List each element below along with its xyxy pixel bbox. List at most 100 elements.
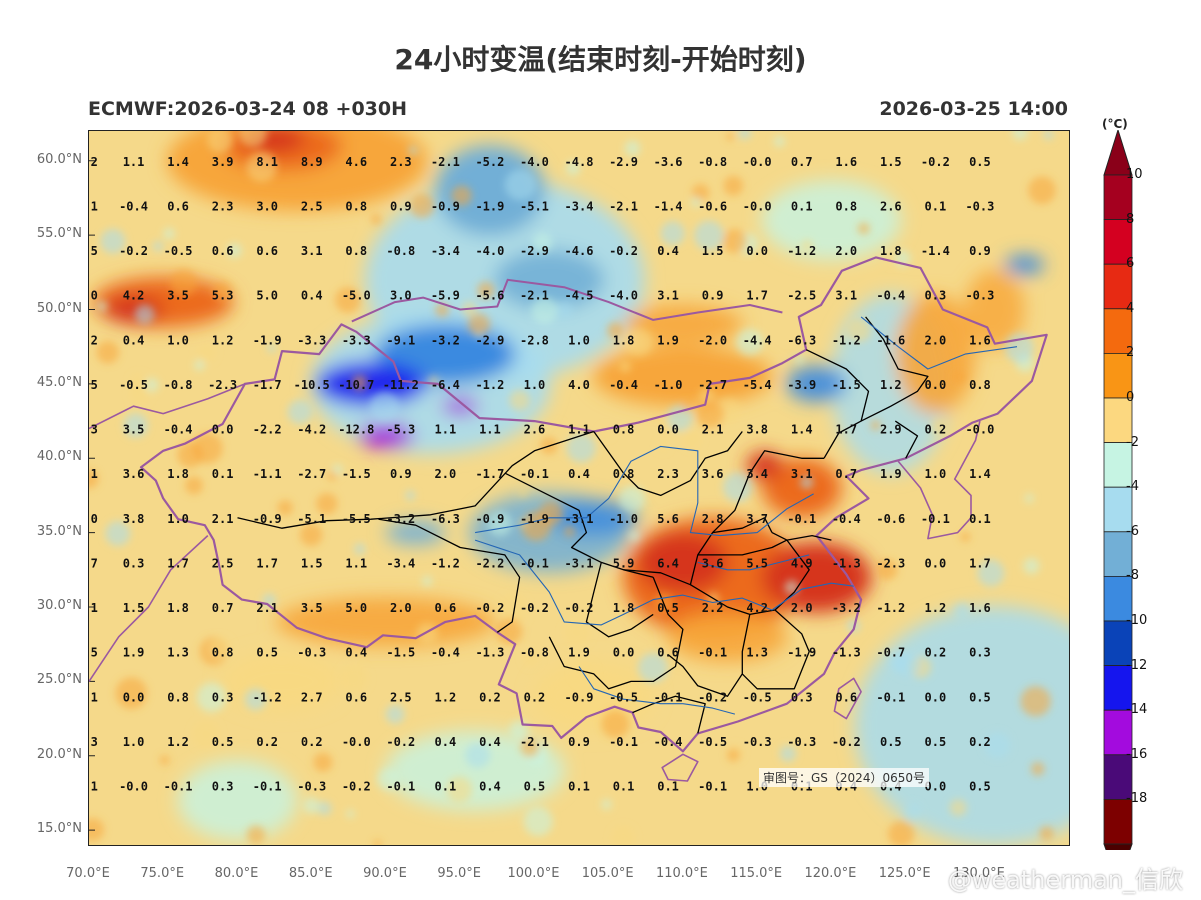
field-patch — [357, 423, 414, 448]
field-texture — [779, 745, 797, 762]
grid-value: 3.0 — [256, 199, 278, 213]
field-texture — [930, 418, 948, 436]
field-texture — [1031, 762, 1045, 776]
grid-value: -2.5 — [787, 289, 816, 303]
grid-value: 0.0 — [613, 646, 635, 660]
field-texture — [451, 185, 472, 206]
grid-value: -4.8 — [565, 155, 594, 169]
field-texture — [952, 369, 967, 384]
grid-value: -4.0 — [475, 244, 504, 258]
field-texture — [277, 499, 293, 516]
lon-tick-label: 120.0°E — [804, 866, 857, 881]
grid-value: 1.6 — [969, 333, 991, 347]
grid-value: 1.7 — [969, 556, 991, 570]
grid-value: -1.2 — [787, 244, 816, 258]
colorbar-band — [1103, 754, 1133, 800]
grid-value: -3.3 — [297, 333, 326, 347]
grid-value: -3.4 — [431, 244, 460, 258]
grid-value: -4.0 — [520, 155, 549, 169]
colorbar-label: 2 — [1126, 345, 1135, 361]
grid-value: 0.6 — [435, 601, 457, 615]
field-patch — [746, 451, 783, 480]
field-texture — [1024, 493, 1034, 503]
grid-value: -1.5 — [386, 646, 415, 660]
grid-value: 1.0 — [925, 467, 947, 481]
grid-value: -0.2 — [386, 735, 415, 749]
field-texture — [446, 776, 473, 803]
colorbar-label: -4 — [1126, 479, 1139, 495]
field-texture — [145, 378, 159, 392]
field-texture — [555, 301, 573, 319]
field-texture — [227, 243, 242, 258]
grid-value: 1.5 — [123, 601, 145, 615]
grid-value: 0.2 — [479, 690, 501, 704]
field-texture — [504, 169, 537, 201]
grid-value: 2.8 — [702, 512, 724, 526]
grid-value: 1.3 — [167, 646, 189, 660]
field-texture — [327, 471, 337, 481]
colorbar-band — [1103, 575, 1133, 622]
chart-title: 24小时变温(结束时刻-开始时刻) — [394, 43, 807, 76]
grid-value: -2.7 — [698, 378, 727, 392]
field-texture — [303, 797, 321, 814]
grid-value: 0.2 — [925, 646, 947, 660]
lat-tick-label: 60.0°N — [36, 151, 82, 167]
grid-value: -4.2 — [297, 423, 326, 437]
field-texture — [565, 160, 581, 176]
grid-value: 0.6 — [657, 646, 679, 660]
grid-value: 1.4 — [969, 467, 991, 481]
lat-tick-label: 50.0°N — [36, 300, 82, 316]
field-patch — [622, 304, 743, 345]
grid-value: -5.2 — [475, 155, 504, 169]
grid-value: -0.3 — [743, 735, 772, 749]
field-texture — [1028, 176, 1056, 205]
field-texture — [435, 303, 449, 317]
lon-tick-label: 125.0°E — [878, 866, 931, 881]
province-border — [504, 472, 654, 578]
grid-value: -0.1 — [253, 780, 282, 794]
grid-value: 0.1 — [89, 199, 98, 213]
field-texture — [209, 636, 232, 659]
grid-value: 0.2 — [89, 155, 98, 169]
grid-value: -1.5 — [342, 467, 371, 481]
field-texture — [1043, 131, 1054, 140]
grid-value: -0.5 — [698, 735, 727, 749]
grid-value: 0.8 — [613, 467, 635, 481]
grid-value: 1.7 — [256, 556, 278, 570]
grid-value: 0.9 — [390, 467, 412, 481]
field-texture — [509, 389, 531, 411]
grid-value: 2.3 — [89, 423, 98, 437]
country-border — [351, 278, 783, 323]
map-canvas: 0.2 1.1 1.4 3.9 8.1 8.9 4.6 2.3 -2.1 -5.2 -4.0 -4.8… — [89, 131, 1069, 845]
grid-value: 2.5 — [390, 690, 412, 704]
grid-value: -3.2 — [431, 333, 460, 347]
field-texture — [532, 232, 553, 253]
grid-value: 1.8 — [880, 244, 902, 258]
grid-value: -0.3 — [965, 289, 994, 303]
field-texture — [801, 239, 813, 251]
grid-value: -0.8 — [164, 378, 193, 392]
colorbar-label: -12 — [1126, 657, 1148, 673]
field-texture — [606, 322, 624, 339]
lat-tick-label: 15.0°N — [36, 821, 82, 837]
field-texture — [984, 732, 1011, 759]
grid-value: -1.2 — [832, 333, 861, 347]
colorbar-band — [1103, 799, 1133, 845]
colorbar-band — [1103, 665, 1133, 711]
field-texture — [96, 300, 108, 312]
grid-value: -1.3 — [832, 646, 861, 660]
field-texture — [477, 281, 495, 300]
field-texture — [115, 677, 148, 710]
grid-value: 1.6 — [969, 601, 991, 615]
grid-value: -2.1 — [431, 155, 460, 169]
field-texture — [134, 304, 155, 325]
field-texture — [876, 559, 898, 581]
field-texture — [1020, 686, 1051, 717]
colorbar-band — [1103, 263, 1133, 310]
field-texture — [949, 799, 967, 817]
field-texture — [373, 839, 382, 845]
field-texture — [638, 652, 668, 683]
field-patch — [434, 145, 545, 236]
grid-value: 5.0 — [256, 289, 278, 303]
grid-value: 2.2 — [702, 601, 724, 615]
